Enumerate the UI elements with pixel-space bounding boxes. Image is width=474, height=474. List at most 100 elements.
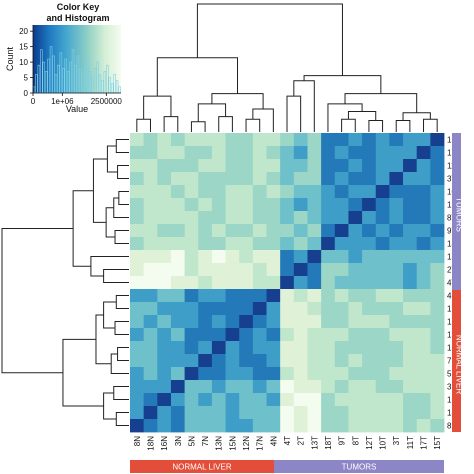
heatmap-cell	[307, 263, 322, 277]
heatmap-cell	[321, 341, 336, 355]
heatmap-cell	[375, 302, 390, 316]
dendrogram-branch	[327, 103, 363, 132]
heatmap-cell	[403, 315, 418, 329]
heatmap-cell	[130, 393, 145, 407]
heatmap-cell	[130, 289, 145, 303]
heatmap-cell	[198, 302, 213, 316]
heatmap-cell	[430, 237, 445, 251]
column-label: 17T	[420, 436, 429, 450]
heatmap-cell	[389, 237, 404, 251]
heatmap-cell	[416, 289, 431, 303]
normal-band-right	[452, 290, 461, 432]
heatmap-cell	[130, 406, 145, 420]
heatmap-cell	[375, 172, 390, 186]
heatmap-cell	[430, 315, 445, 329]
heatmap-cell	[143, 276, 158, 290]
heatmap-cell	[389, 172, 404, 186]
dendrogram-branch	[117, 165, 129, 179]
heatmap-cell	[321, 367, 336, 381]
heatmap-cell	[143, 211, 158, 225]
column-label: 5N	[187, 436, 196, 446]
heatmap-cell	[348, 237, 363, 251]
dendrogram-branch	[293, 80, 315, 132]
column-label: 13T	[310, 436, 319, 450]
column-label: 12N	[242, 436, 251, 451]
heatmap-cell	[130, 380, 145, 394]
dendrogram-branch	[103, 301, 117, 329]
heatmap-cell	[157, 289, 172, 303]
heatmap-cell	[403, 172, 418, 186]
heatmap-cell	[211, 302, 226, 316]
heatmap-cell	[334, 146, 349, 160]
heatmap-cell	[375, 393, 390, 407]
heatmap-cell	[430, 185, 445, 199]
heatmap-cell	[430, 276, 445, 290]
heatmap-cell	[143, 393, 158, 407]
heatmap-cell	[416, 367, 431, 381]
heatmap-cell	[307, 380, 322, 394]
color-key-xtick-label: 2500000	[91, 97, 123, 106]
heatmap-cell	[211, 198, 226, 212]
heatmap-cell	[334, 211, 349, 225]
heatmap-cell	[211, 406, 226, 420]
heatmap-cell	[430, 172, 445, 186]
heatmap-cell	[307, 393, 322, 407]
heatmap-cell	[348, 393, 363, 407]
heatmap-cell	[130, 172, 145, 186]
heatmap-cell	[211, 276, 226, 290]
heatmap-cell	[293, 393, 308, 407]
heatmap-cell	[184, 146, 199, 160]
heatmap-cell	[416, 185, 431, 199]
heatmap-cell	[184, 250, 199, 264]
heatmap-cell	[252, 159, 267, 173]
heatmap-cell	[430, 393, 445, 407]
heatmap-cell	[416, 263, 431, 277]
heatmap-cell	[334, 237, 349, 251]
heatmap-cell	[198, 250, 213, 264]
heatmap-cell	[157, 211, 172, 225]
dendrogram-branch	[423, 118, 438, 132]
heatmap-cell	[416, 237, 431, 251]
heatmap-cell	[280, 302, 295, 316]
heatmap-cell	[239, 198, 254, 212]
heatmap-cell	[184, 315, 199, 329]
heatmap-cell	[334, 419, 349, 433]
heatmap-cell	[389, 250, 404, 264]
heatmap-cell	[280, 250, 295, 264]
heatmap-cell	[184, 172, 199, 186]
heatmap-cell	[211, 341, 226, 355]
heatmap-cell	[157, 133, 172, 147]
heatmap-cell	[348, 185, 363, 199]
heatmap-cell	[170, 289, 186, 303]
heatmap-cell	[252, 354, 267, 368]
heatmap-cell	[416, 406, 431, 420]
heatmap-cell	[307, 302, 322, 316]
heatmap-cell	[211, 289, 226, 303]
heatmap-cell	[252, 198, 267, 212]
heatmap-cell	[334, 328, 349, 342]
dendrogram-branch	[113, 197, 129, 218]
heatmap-cell	[293, 367, 308, 381]
dendrogram-branch	[113, 386, 129, 400]
heatmap-cell	[307, 250, 322, 264]
heatmap-cell	[321, 237, 336, 251]
heatmap-cell	[157, 159, 172, 173]
heatmap-cell	[362, 237, 377, 251]
heatmap-cell	[280, 419, 295, 433]
heatmap-cell	[430, 198, 445, 212]
heatmap-cell	[334, 289, 349, 303]
heatmap-cell	[170, 237, 186, 251]
heatmap-cell	[130, 198, 145, 212]
heatmap-cell	[362, 263, 377, 277]
color-key-ytick-label: 10	[19, 58, 28, 67]
heatmap-cell	[266, 393, 281, 407]
column-label: 3T	[392, 436, 401, 445]
column-label: 2T	[297, 436, 306, 445]
heatmap-cell	[184, 406, 199, 420]
heatmap-cell	[170, 315, 186, 329]
heatmap-cell	[362, 250, 377, 264]
heatmap-cell	[252, 237, 267, 251]
tumors-band-bottom-label: TUMORS	[342, 463, 377, 472]
heatmap-cell	[389, 354, 404, 368]
tumors-band-right	[452, 133, 461, 290]
